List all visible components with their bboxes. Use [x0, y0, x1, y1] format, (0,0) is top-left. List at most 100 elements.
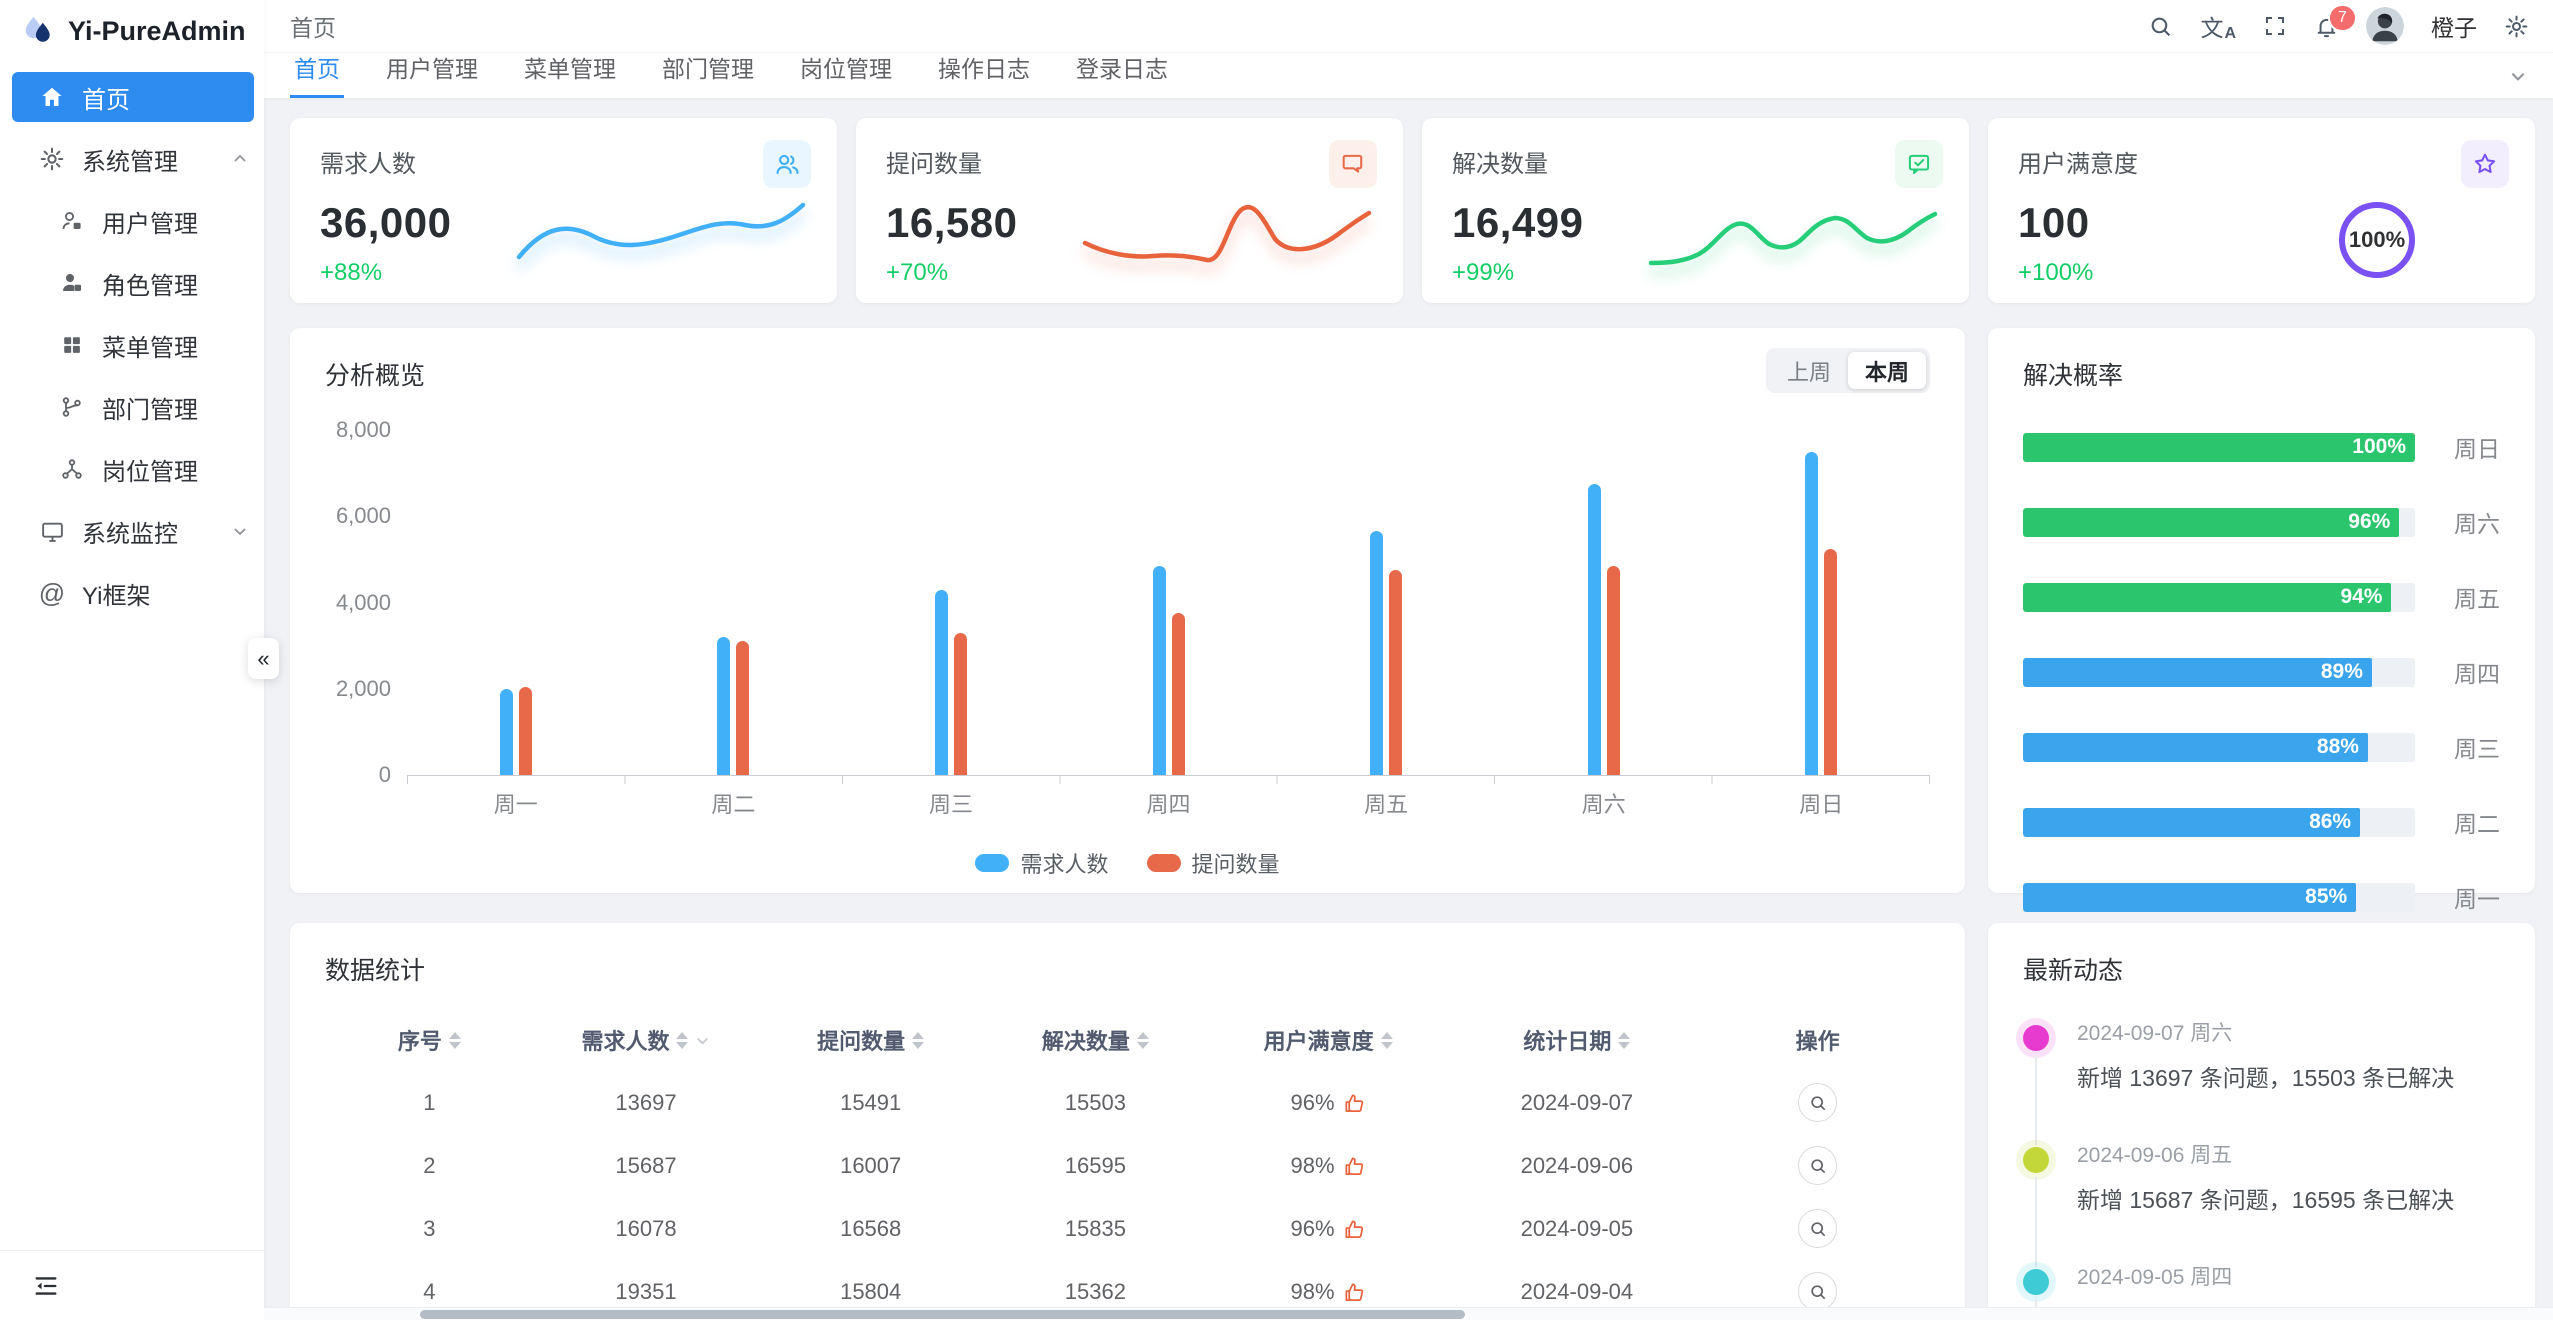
- notification-badge: 7: [2328, 3, 2357, 32]
- table-row[interactable]: 2 15687 16007 16595 98% 2024-09-06: [325, 1134, 1930, 1197]
- y-axis: 0 2,000 4,000 6,000 8,000: [325, 417, 407, 787]
- avatar[interactable]: [2366, 7, 2404, 45]
- bar-questions[interactable]: [1824, 548, 1838, 775]
- collapse-sidebar-icon[interactable]: [32, 1272, 60, 1300]
- sidebar-item-role-mgmt[interactable]: 角色管理: [0, 252, 264, 314]
- view-detail-button[interactable]: [1798, 1209, 1838, 1248]
- view-detail-button[interactable]: [1798, 1272, 1838, 1311]
- bar-demand[interactable]: [1587, 483, 1601, 775]
- bar-group: [842, 430, 1060, 775]
- bar-demand[interactable]: [1370, 531, 1384, 775]
- col-solved[interactable]: 解决数量: [983, 1009, 1208, 1071]
- view-detail-button[interactable]: [1798, 1083, 1838, 1122]
- star-icon: [2461, 140, 2509, 188]
- toggle-this-week[interactable]: 本周: [1847, 352, 1926, 389]
- col-demand[interactable]: 需求人数: [534, 1009, 759, 1071]
- fullscreen-icon[interactable]: [2263, 14, 2287, 38]
- sidebar-item-label: 部门管理: [102, 396, 198, 424]
- bar-questions[interactable]: [1606, 565, 1620, 775]
- cell-no: 3: [423, 1215, 436, 1241]
- tab-home[interactable]: 首页: [290, 41, 344, 98]
- sort-carets-icon[interactable]: [448, 1031, 461, 1049]
- x-axis-label: 周一: [493, 792, 538, 817]
- x-axis-label: 周六: [1581, 792, 1626, 817]
- sidebar-collapse-button[interactable]: «: [248, 638, 279, 679]
- app-logo[interactable]: Yi-PureAdmin: [0, 0, 264, 62]
- cell-solved: 15835: [1064, 1215, 1126, 1241]
- bar-questions[interactable]: [953, 632, 967, 775]
- stat-delta: +70%: [886, 259, 949, 286]
- magnifier-icon: [1810, 1284, 1825, 1299]
- sidebar-item-yi-framework[interactable]: @ Yi框架: [0, 562, 264, 624]
- cell-action: [1705, 1071, 1930, 1134]
- col-satisfaction[interactable]: 用户满意度: [1208, 1009, 1449, 1071]
- breadcrumb[interactable]: 首页: [290, 15, 336, 41]
- sidebar-item-post-mgmt[interactable]: 岗位管理: [0, 438, 264, 500]
- cell-satisfaction: 98%: [1208, 1260, 1449, 1320]
- toggle-last-week[interactable]: 上周: [1786, 359, 1831, 385]
- search-icon[interactable]: [2148, 14, 2173, 39]
- sidebar-item-menu-mgmt[interactable]: 菜单管理: [0, 314, 264, 376]
- sort-carets-icon[interactable]: [1618, 1031, 1631, 1049]
- timeline-text: 新增 13697 条问题，15503 条已解决: [2077, 1065, 2455, 1091]
- stat-delta: +100%: [2018, 259, 2094, 286]
- tabs-dropdown-chevron-icon[interactable]: [2509, 67, 2527, 85]
- sidebar-item-label: 角色管理: [102, 272, 198, 300]
- legend-swatch: [975, 854, 1010, 872]
- bar-group: [1277, 430, 1495, 775]
- tab-department-mgmt[interactable]: 部门管理: [662, 56, 754, 82]
- tab-menu-mgmt[interactable]: 菜单管理: [524, 56, 616, 82]
- bar-demand[interactable]: [1152, 565, 1166, 775]
- bar-demand[interactable]: [1805, 451, 1819, 775]
- legend-item[interactable]: 提问数量: [1146, 847, 1280, 879]
- gear-icon[interactable]: [2504, 14, 2529, 39]
- bars: [407, 430, 1930, 775]
- solve-title: 解决概率: [2023, 362, 2124, 390]
- sidebar-item-system-mgmt[interactable]: 系统管理: [0, 128, 264, 190]
- x-axis-label: 周四: [1146, 792, 1191, 817]
- scrollbar-thumb[interactable]: [420, 1310, 1465, 1319]
- sidebar-item-department-mgmt[interactable]: 部门管理: [0, 376, 264, 438]
- stat-value: 16,580: [886, 199, 1018, 246]
- bar-demand[interactable]: [934, 589, 948, 775]
- bar-demand[interactable]: [717, 637, 731, 775]
- table-row[interactable]: 4 19351 15804 15362 98% 2024-09-04: [325, 1260, 1930, 1320]
- sort-carets-icon[interactable]: [1136, 1031, 1149, 1049]
- username[interactable]: 橙子: [2431, 15, 2477, 41]
- sidebar-item-home[interactable]: 首页: [12, 72, 254, 122]
- thumb-up-icon: [1345, 1220, 1363, 1238]
- bar-chart: 0 2,000 4,000 6,000 8,000 周一 周二 周三 周四 周五 周六 周日: [325, 417, 1930, 819]
- analysis-overview-card: 分析概览 上周 本周 0 2,000 4,000 6,000 8,000 周一 周二 周三周…: [290, 328, 1965, 893]
- sidebar-item-user-mgmt[interactable]: 用户管理: [0, 190, 264, 252]
- tab-user-mgmt[interactable]: 用户管理: [386, 56, 478, 82]
- col-date[interactable]: 统计日期: [1448, 1009, 1705, 1071]
- sort-carets-icon[interactable]: [676, 1031, 689, 1049]
- tab-post-mgmt[interactable]: 岗位管理: [800, 56, 892, 82]
- tab-login-log[interactable]: 登录日志: [1076, 56, 1168, 82]
- bar-questions[interactable]: [1389, 570, 1403, 775]
- col-no[interactable]: 序号: [325, 1009, 534, 1071]
- bottom-row: 数据统计 序号 需求人数 提问数量 解决数量 用户满意度 统计日期 操作: [290, 923, 2535, 1320]
- bar-group: [407, 430, 625, 775]
- horizontal-scrollbar[interactable]: [264, 1307, 2553, 1320]
- bar-demand[interactable]: [499, 688, 513, 775]
- sidebar-item-system-monitor[interactable]: 系统监控: [0, 500, 264, 562]
- sort-carets-icon[interactable]: [912, 1031, 925, 1049]
- legend-item[interactable]: 需求人数: [975, 847, 1109, 879]
- col-questions[interactable]: 提问数量: [758, 1009, 983, 1071]
- filter-chevron-icon[interactable]: [695, 1033, 710, 1048]
- bar-questions[interactable]: [1171, 613, 1185, 775]
- table-row[interactable]: 3 16078 16568 15835 96% 2024-09-05: [325, 1197, 1930, 1260]
- day-label: 周六: [2454, 511, 2500, 537]
- view-detail-button[interactable]: [1798, 1146, 1838, 1185]
- table-row[interactable]: 1 13697 15491 15503 96% 2024-09-07: [325, 1071, 1930, 1134]
- sort-carets-icon[interactable]: [1380, 1031, 1393, 1049]
- bar-questions[interactable]: [736, 641, 750, 775]
- tab-operation-log[interactable]: 操作日志: [938, 56, 1030, 82]
- cell-satisfaction: 96%: [1208, 1071, 1449, 1134]
- timeline-title: 最新动态: [2023, 957, 2124, 985]
- bar-group: [1495, 430, 1713, 775]
- bell-icon[interactable]: 7: [2314, 3, 2357, 39]
- bar-questions[interactable]: [518, 686, 532, 775]
